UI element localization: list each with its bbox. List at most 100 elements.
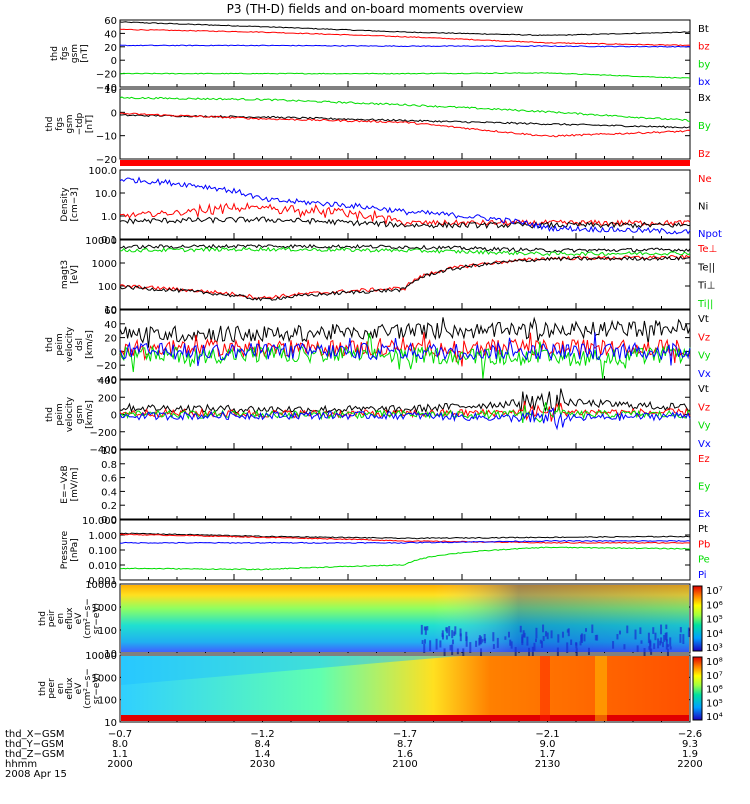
ion-spectrogram-speckle (660, 624, 663, 635)
y-axis-label: magt3 (60, 260, 70, 289)
y-axis-label: peer (47, 678, 57, 699)
y-axis-label: thd (38, 611, 48, 626)
legend-entry-p3: Ne (698, 174, 712, 185)
panel-frame-p3 (119, 169, 691, 240)
legend-entry-p8: Pb (698, 539, 710, 550)
x-axis-value: −2.6 (678, 729, 702, 740)
y-tick-label: 10000 (85, 580, 117, 591)
y-tick-label: 0.010 (88, 561, 117, 572)
ion-spectrogram-speckle (496, 637, 499, 648)
y-axis-label: peim (55, 403, 65, 426)
ion-spectrogram-speckle (643, 648, 646, 657)
legend-entry-p5: Vy (698, 351, 711, 362)
y-axis-label: [km/s] (85, 330, 95, 359)
electron-spectrogram-burst (540, 656, 550, 721)
ion-spectrogram-speckle (546, 632, 549, 640)
x-axis-value: 9.3 (682, 739, 698, 750)
y-tick-label: 40 (104, 320, 117, 331)
ion-spectrogram-speckle (660, 637, 663, 644)
legend-entry-p5: Vx (698, 369, 711, 380)
legend-entry-p1: bz (698, 42, 710, 53)
y-tick-label: 100 (98, 282, 117, 293)
y-axis-label: (cm²−s− (83, 598, 93, 639)
y-axis-label: eflux (65, 607, 75, 630)
colorbar-label: 10⁵ (706, 698, 723, 709)
y-tick-label: 1.0 (101, 212, 117, 223)
y-tick-label: 10000 (85, 236, 117, 247)
y-axis-label: Pressure (60, 530, 70, 569)
ion-spectrogram-speckle (669, 637, 672, 647)
x-axis-value: 8.0 (112, 739, 128, 750)
x-axis-value: −2.1 (535, 729, 559, 740)
ion-spectrogram-speckle (504, 636, 507, 640)
y-axis-label: peir (47, 609, 57, 627)
electron-spectrogram-burst (595, 656, 607, 721)
x-axis-value: 1.4 (255, 749, 271, 760)
ion-spectrogram-speckle (420, 624, 423, 635)
y-tick-label: 200 (98, 393, 117, 404)
ion-spectrogram-speckle (542, 624, 545, 633)
ion-spectrogram-speckle (451, 630, 454, 639)
x-axis-value: 2200 (677, 759, 702, 770)
y-tick-label: 0.6 (101, 474, 117, 485)
y-axis-label: gsm (70, 44, 80, 63)
y-tick-label: 60 (104, 16, 117, 27)
ion-spectrogram-speckle (665, 632, 668, 642)
ion-spectrogram-speckle (654, 632, 657, 641)
x-axis-value: 1.6 (397, 749, 413, 760)
y-tick-label: 10 (104, 649, 117, 660)
ion-spectrogram-speckle (522, 630, 525, 638)
y-axis-label: [eV] (70, 265, 80, 284)
panel-frame-p4 (119, 239, 691, 310)
y-tick-label: 0 (111, 108, 117, 119)
legend-entry-p8: Pe (698, 555, 710, 566)
legend-entry-p8: Pi (698, 570, 707, 581)
series-line-p1-by (119, 72, 691, 79)
series-line-p1-Bt (119, 21, 691, 37)
ion-spectrogram-speckle (439, 640, 442, 648)
ion-spectrogram-speckle (539, 639, 542, 644)
ion-spectrogram-speckle (531, 646, 534, 658)
y-axis-label: en (56, 683, 66, 694)
ion-spectrogram-speckle (669, 646, 672, 650)
colorbar-p9 (692, 585, 703, 652)
y-tick-label: 1.0 (101, 446, 117, 457)
y-axis-label: thd (45, 117, 55, 132)
y-tick-label: 1.000 (88, 531, 117, 542)
series-line-p1-bx (119, 44, 691, 48)
ion-spectrogram-speckle (545, 631, 548, 637)
y-tick-label: 60 (104, 306, 117, 317)
series-line-p8-Pe (119, 546, 691, 571)
y-tick-label: −20 (96, 361, 117, 372)
ion-spectrogram-speckle (449, 644, 452, 651)
y-tick-label: 100 (98, 696, 117, 707)
y-axis-label: thd (50, 46, 60, 61)
ion-spectrogram-speckle (535, 627, 538, 639)
legend-entry-p4: Te|| (697, 262, 715, 273)
legend-entry-p2: By (698, 121, 711, 132)
ion-spectrogram-speckle (580, 634, 583, 642)
panel-frame-overlay (119, 583, 691, 654)
ion-spectrogram-shade (121, 585, 689, 652)
ion-spectrogram-speckle (561, 631, 564, 638)
y-axis-label: fgs (55, 117, 65, 131)
colorbar-label: 10⁷ (706, 586, 723, 597)
y-axis-label: thd (45, 337, 55, 352)
y-tick-label: 100 (98, 626, 117, 637)
y-tick-label: 0.4 (101, 487, 117, 498)
y-axis-label: [nPa] (70, 538, 80, 561)
ion-spectrogram-speckle (426, 626, 429, 631)
series-line-p3-Ni (119, 216, 691, 229)
y-axis-label: −tdp (75, 112, 85, 135)
x-axis-value: 2000 (107, 759, 132, 770)
series-line-p5-Vx (119, 332, 691, 367)
electron-spectrogram-lowflux (121, 656, 460, 685)
ion-spectrogram-speckle (566, 642, 569, 653)
ion-spectrogram-speckle (657, 638, 660, 649)
y-axis-label: [mV/m] (70, 468, 80, 502)
y-tick-label: 10000 (85, 651, 117, 662)
ion-spectrogram-speckle (510, 641, 513, 649)
legend-entry-p6: Vx (698, 439, 711, 450)
y-axis-label: velocity (65, 396, 75, 432)
